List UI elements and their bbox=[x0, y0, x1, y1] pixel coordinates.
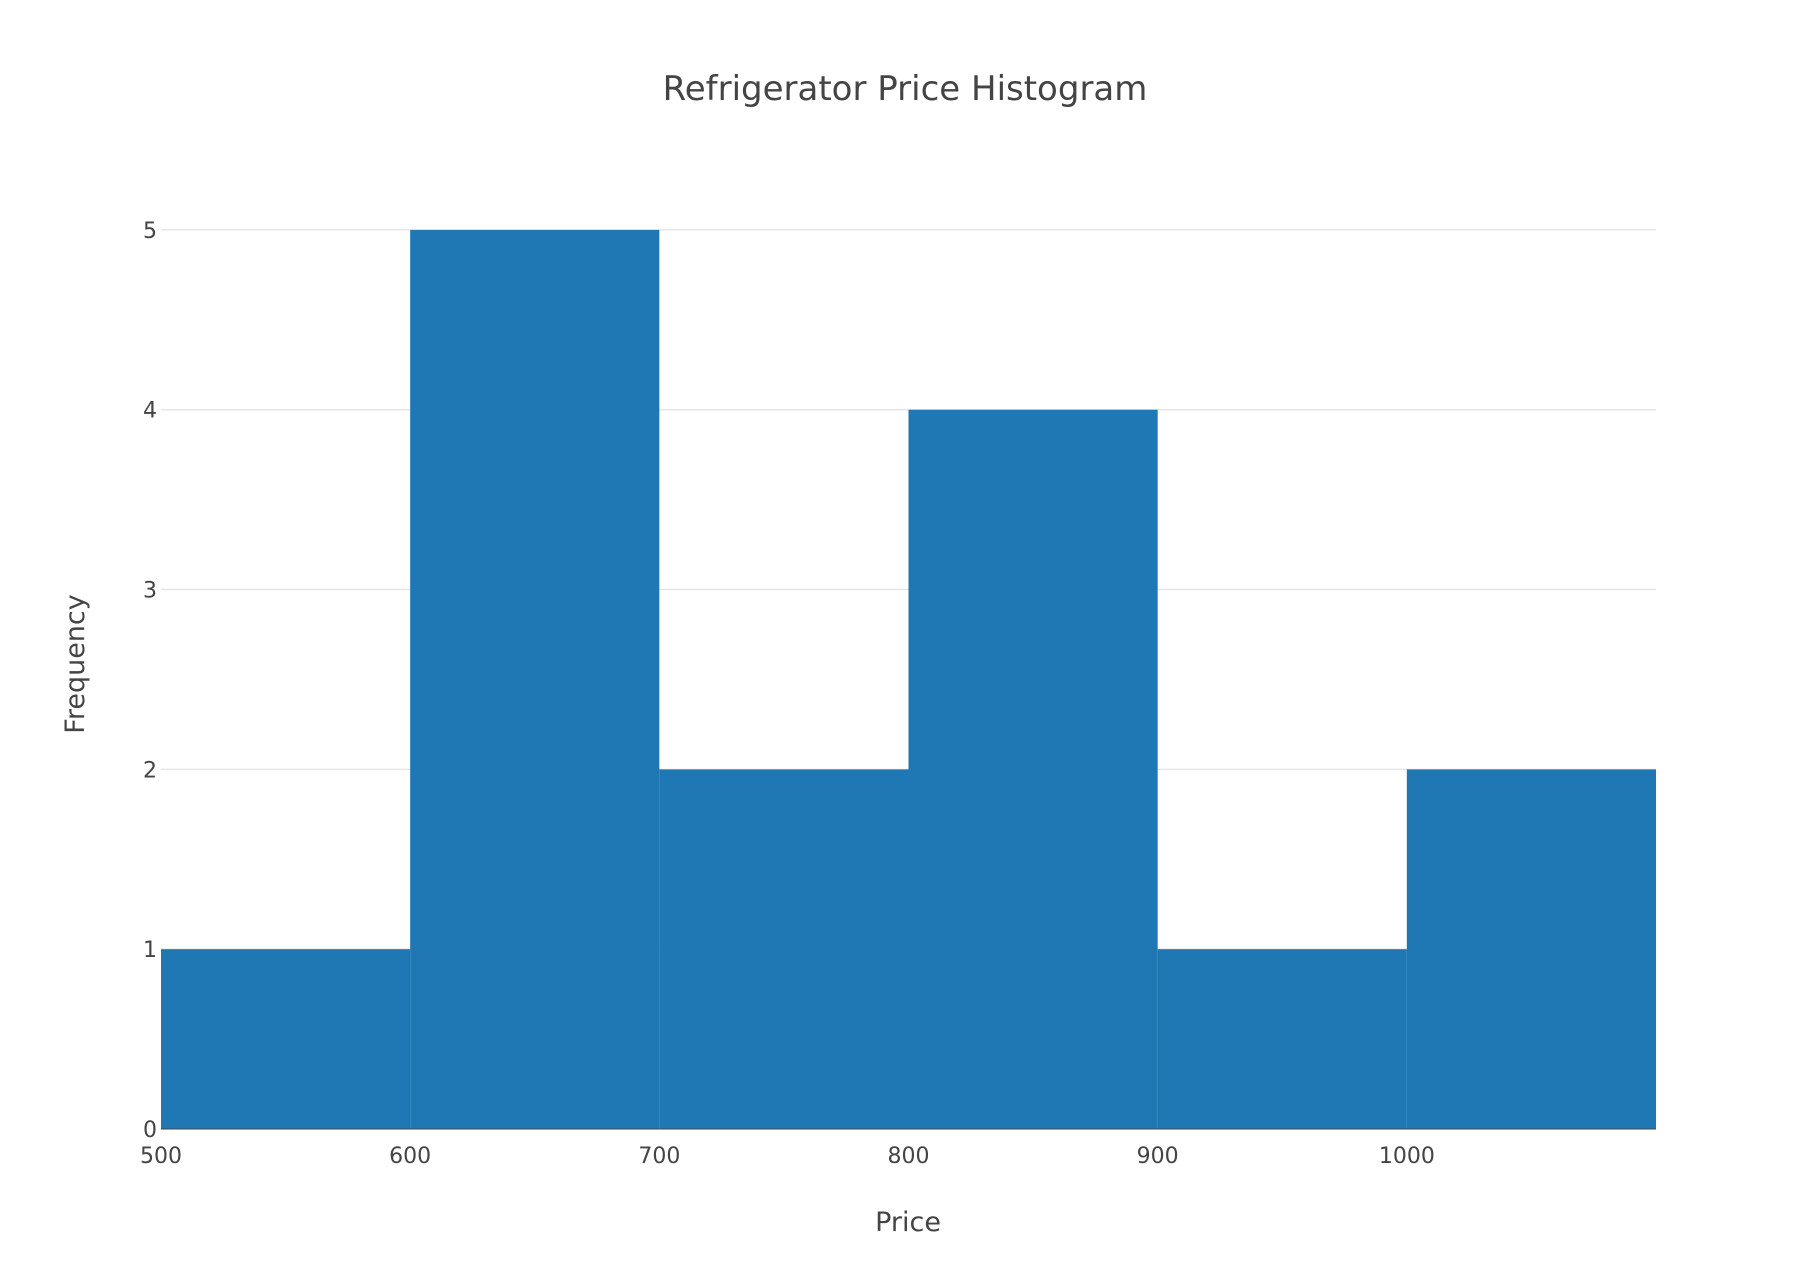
bars bbox=[161, 229, 1656, 1130]
x-tick-label-700: 700 bbox=[638, 1144, 680, 1169]
y-tick-label-5: 5 bbox=[143, 219, 157, 244]
x-tick-labels: 500 600 700 800 900 1000 bbox=[140, 1144, 1435, 1169]
x-tick-label-800: 800 bbox=[888, 1144, 930, 1169]
x-axis-title: Price bbox=[875, 1207, 941, 1238]
y-tick-label-0: 0 bbox=[143, 1118, 157, 1143]
y-tick-labels: 0 1 2 3 4 5 bbox=[143, 219, 157, 1143]
bar-800-900[interactable] bbox=[908, 409, 1158, 1129]
bar-500-600[interactable] bbox=[161, 949, 411, 1129]
y-tick-label-2: 2 bbox=[143, 758, 157, 783]
x-tick-label-1000: 1000 bbox=[1379, 1144, 1435, 1169]
y-axis-title: Frequency bbox=[60, 594, 91, 734]
x-tick-label-600: 600 bbox=[389, 1144, 431, 1169]
y-tick-label-1: 1 bbox=[143, 938, 157, 963]
bar-1000-1100[interactable] bbox=[1406, 769, 1656, 1129]
bar-700-800[interactable] bbox=[659, 769, 909, 1129]
x-tick-label-500: 500 bbox=[140, 1144, 182, 1169]
y-tick-label-4: 4 bbox=[143, 399, 157, 424]
y-tick-label-3: 3 bbox=[143, 579, 157, 604]
x-tick-label-900: 900 bbox=[1137, 1144, 1179, 1169]
bar-900-1000[interactable] bbox=[1157, 949, 1407, 1129]
chart-title: Refrigerator Price Histogram bbox=[663, 69, 1148, 109]
bar-600-700[interactable] bbox=[410, 229, 660, 1130]
